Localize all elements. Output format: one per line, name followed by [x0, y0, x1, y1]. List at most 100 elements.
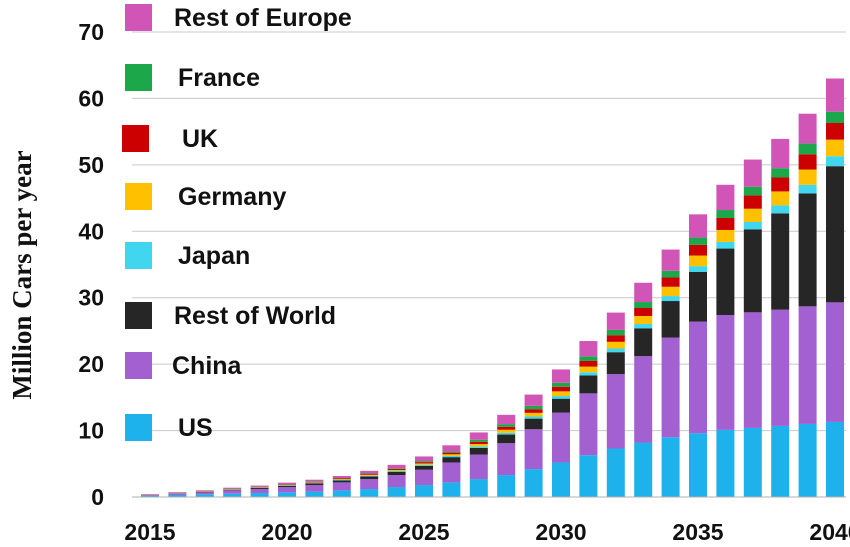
bar-segment-rest-of-europe: [661, 249, 680, 271]
bar-segment-germany: [689, 255, 707, 267]
bar-segment-uk: [634, 308, 653, 316]
bar-segment-uk: [524, 409, 543, 413]
bar-segment-germany: [661, 286, 680, 297]
bar-segment-rest-of-world: [771, 213, 790, 310]
bar-segment-us: [360, 489, 379, 497]
bar-segment-us: [634, 442, 653, 497]
bar-segment-us: [552, 462, 570, 497]
bar-segment-rest-of-world: [195, 491, 214, 493]
legend-label: US: [178, 414, 213, 442]
bar-segment-us: [141, 495, 159, 497]
bar-segment-us: [250, 493, 269, 497]
bar-segment-germany: [305, 482, 324, 483]
bar-segment-china: [332, 482, 351, 491]
y-axis-title: Million Cars per year: [7, 150, 37, 399]
bar-segment-rest-of-europe: [606, 312, 625, 330]
bar-segment-rest-of-world: [524, 418, 543, 430]
bar-segment-rest-of-europe: [743, 159, 762, 187]
bar-segment-uk: [579, 360, 598, 367]
bar-segment-japan: [743, 221, 762, 230]
bar-segment-us: [387, 487, 406, 497]
bar-segment-france: [387, 468, 406, 469]
bar-segment-china: [661, 337, 680, 438]
grid-lines: [132, 31, 846, 432]
legend-label: France: [178, 64, 260, 92]
bar-segment-rest-of-world: [689, 271, 707, 322]
bar-segment-rest-of-europe: [524, 394, 543, 406]
bar-segment-rest-of-world: [223, 489, 242, 491]
bar-segment-germany: [524, 412, 543, 417]
bar-segment-germany: [387, 469, 406, 471]
bar-segment-japan: [552, 396, 570, 399]
legend-swatch: [122, 125, 149, 152]
legend: Rest of Europe France UK Germany Japan Rest o…: [122, 4, 352, 442]
bar-segment-france: [579, 356, 598, 361]
x-tick-label: 2025: [398, 519, 449, 545]
y-tick-label: 10: [78, 418, 104, 444]
bar-segment-china: [524, 429, 543, 470]
bar-segment-uk: [332, 478, 351, 480]
bar-segment-japan: [415, 464, 433, 466]
bar-segment-rest-of-europe: [579, 341, 598, 357]
bar-segment-rest-of-world: [415, 465, 433, 470]
bar-segment-rest-of-world: [552, 398, 570, 413]
bar-segment-france: [634, 302, 653, 309]
bar-segment-france: [661, 270, 680, 278]
bar-segment-rest-of-world: [278, 485, 296, 488]
bar-segment-us: [415, 485, 433, 497]
bar-segment-rest-of-europe: [469, 432, 488, 440]
bar-segment-japan: [469, 446, 488, 448]
legend-label: Rest of World: [174, 302, 336, 330]
bar-segment-rest-of-world: [634, 328, 653, 357]
bar-segment-uk: [469, 441, 488, 445]
bar-segment-france: [524, 405, 543, 410]
bar-segment-china: [195, 492, 214, 495]
bar-segment-us: [442, 482, 461, 497]
bar-segment-rest-of-europe: [771, 138, 790, 169]
bar-segment-rest-of-world: [497, 434, 516, 444]
bar-segment-uk: [360, 474, 379, 475]
legend-label: Japan: [178, 242, 250, 270]
bar-segment-japan: [798, 184, 817, 194]
bar-segment-china: [415, 469, 433, 486]
bar-segment-china: [223, 490, 242, 494]
bar-segment-china: [634, 356, 653, 443]
bar-segment-rest-of-europe: [332, 476, 351, 479]
bar-segment-us: [826, 421, 844, 497]
bar-segment-france: [497, 424, 516, 427]
bar-segment-rest-of-world: [743, 229, 762, 313]
legend-swatch: [125, 414, 152, 441]
bar-segment-rest-of-world: [661, 301, 680, 338]
bar-segment-rest-of-europe: [826, 78, 844, 112]
bar-segment-rest-of-europe: [195, 490, 214, 491]
bar-segment-china: [689, 321, 707, 434]
bar-segment-us: [332, 490, 351, 497]
legend-label: Rest of Europe: [174, 4, 352, 32]
bar-segment-rest-of-europe: [689, 214, 707, 238]
bar-segment-us: [579, 455, 598, 497]
bar-segment-japan: [579, 372, 598, 376]
bar-segment-china: [360, 479, 379, 490]
bar-segment-rest-of-europe: [798, 113, 817, 144]
bar-segment-us: [689, 433, 707, 497]
bar-segment-rest-of-world: [360, 476, 379, 480]
bar-segment-us: [497, 475, 516, 497]
bar-segment-france: [743, 186, 762, 196]
bar-segment-japan: [606, 348, 625, 353]
bar-segment-germany: [497, 429, 516, 433]
bar-segment-uk: [497, 426, 516, 430]
bar-segment-rest-of-europe: [497, 414, 516, 425]
y-tick-label: 0: [91, 484, 104, 510]
bar-segment-japan: [360, 475, 379, 477]
legend-label: China: [172, 352, 243, 380]
bar-segment-us: [716, 429, 735, 497]
bar-segment-germany: [360, 474, 379, 476]
bar-segment-germany: [743, 208, 762, 222]
bar-segment-china: [716, 314, 735, 430]
bar-segment-china: [497, 443, 516, 476]
bar-segment-china: [387, 475, 406, 488]
bar-segment-france: [552, 382, 570, 387]
bar-segment-uk: [716, 218, 735, 230]
bar-segment-china: [743, 312, 762, 428]
